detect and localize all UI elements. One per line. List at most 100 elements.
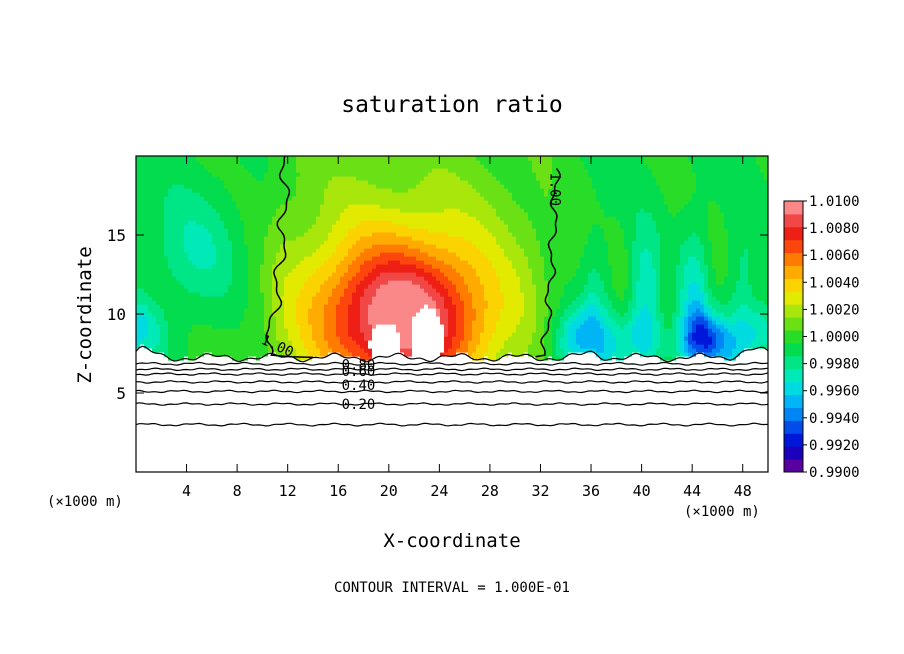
heatmap-cell xyxy=(392,436,397,441)
heatmap-cell xyxy=(208,384,213,389)
heatmap-cell xyxy=(732,384,737,389)
heatmap-cell xyxy=(588,424,593,429)
heatmap-cell xyxy=(436,384,441,389)
heatmap-cell xyxy=(324,468,329,472)
heatmap-cell xyxy=(344,352,349,357)
heatmap-cell xyxy=(668,436,673,441)
heatmap-cell xyxy=(496,368,501,373)
heatmap-cell xyxy=(556,364,561,369)
heatmap-cell xyxy=(416,384,421,389)
heatmap-cell xyxy=(332,460,337,465)
heatmap-cell xyxy=(300,428,305,433)
heatmap-cell xyxy=(672,372,677,377)
heatmap-cell xyxy=(732,468,737,472)
heatmap-cell xyxy=(352,400,357,405)
heatmap-cell xyxy=(160,428,165,433)
heatmap-cell xyxy=(604,396,609,401)
heatmap-cell xyxy=(636,440,641,445)
heatmap-cell xyxy=(508,408,513,413)
heatmap-cell xyxy=(736,360,741,365)
heatmap-cell xyxy=(232,456,237,461)
heatmap-cell xyxy=(204,384,209,389)
heatmap-cell xyxy=(376,400,381,405)
heatmap-cell xyxy=(700,432,705,437)
heatmap-cell xyxy=(328,404,333,409)
heatmap-cell xyxy=(288,412,293,417)
heatmap-cell xyxy=(300,452,305,457)
heatmap-cell xyxy=(268,408,273,413)
heatmap-cell xyxy=(248,420,253,425)
heatmap-cell xyxy=(660,436,665,441)
heatmap-cell xyxy=(748,452,753,457)
heatmap-cell xyxy=(560,352,565,357)
heatmap-cell xyxy=(380,452,385,457)
heatmap-cell xyxy=(164,356,169,361)
heatmap-cell xyxy=(240,384,245,389)
heatmap-cell xyxy=(636,424,641,429)
heatmap-cell xyxy=(436,368,441,373)
heatmap-cell xyxy=(248,360,253,365)
heatmap-cell xyxy=(264,412,269,417)
heatmap-cell xyxy=(628,392,633,397)
heatmap-cell xyxy=(136,444,141,449)
heatmap-cell xyxy=(308,404,313,409)
heatmap-cell xyxy=(728,412,733,417)
heatmap-cell xyxy=(488,364,493,369)
heatmap-cell xyxy=(644,376,649,381)
heatmap-cell xyxy=(300,404,305,409)
heatmap-cell xyxy=(608,360,613,365)
heatmap-cell xyxy=(220,364,225,369)
heatmap-cell xyxy=(204,368,209,373)
heatmap-cell xyxy=(180,348,185,353)
heatmap-cell xyxy=(332,452,337,457)
heatmap-cell xyxy=(284,356,289,361)
heatmap-cell xyxy=(204,404,209,409)
heatmap-cell xyxy=(444,420,449,425)
heatmap-cell xyxy=(712,368,717,373)
heatmap-cell xyxy=(204,460,209,465)
heatmap-cell xyxy=(404,412,409,417)
heatmap-cell xyxy=(240,460,245,465)
heatmap-cell xyxy=(292,364,297,369)
heatmap-cell xyxy=(400,440,405,445)
heatmap-cell xyxy=(188,400,193,405)
heatmap-cell xyxy=(548,388,553,393)
heatmap-cell xyxy=(680,444,685,449)
heatmap-cell xyxy=(344,468,349,472)
heatmap-cell xyxy=(136,392,141,397)
heatmap-cell xyxy=(560,464,565,469)
heatmap-cell xyxy=(520,344,525,349)
heatmap-cell xyxy=(476,388,481,393)
heatmap-cell xyxy=(712,360,717,365)
heatmap-cell xyxy=(388,400,393,405)
heatmap-cell xyxy=(180,352,185,357)
heatmap-cell xyxy=(180,344,185,349)
heatmap-cell xyxy=(224,408,229,413)
heatmap-cell xyxy=(756,448,761,453)
heatmap-cell xyxy=(436,412,441,417)
heatmap-cell xyxy=(724,432,729,437)
heatmap-cell xyxy=(192,432,197,437)
heatmap-cell xyxy=(620,352,625,357)
heatmap-cell xyxy=(504,464,509,469)
heatmap-cell xyxy=(156,400,161,405)
heatmap-cell xyxy=(496,420,501,425)
heatmap-cell xyxy=(532,352,537,357)
heatmap-cell xyxy=(716,456,721,461)
heatmap-cell xyxy=(716,392,721,397)
heatmap-cell xyxy=(348,396,353,401)
heatmap-cell xyxy=(288,396,293,401)
heatmap-cell xyxy=(696,436,701,441)
heatmap-cell xyxy=(456,424,461,429)
heatmap-cell xyxy=(640,444,645,449)
heatmap-cell xyxy=(212,408,217,413)
heatmap-cell xyxy=(136,416,141,421)
heatmap-cell xyxy=(272,380,277,385)
heatmap-cell xyxy=(136,448,141,453)
heatmap-cell xyxy=(708,408,713,413)
heatmap-cell xyxy=(140,444,145,449)
heatmap-cell xyxy=(312,384,317,389)
heatmap-cell xyxy=(296,404,301,409)
heatmap-cell xyxy=(264,420,269,425)
heatmap-cell xyxy=(612,460,617,465)
